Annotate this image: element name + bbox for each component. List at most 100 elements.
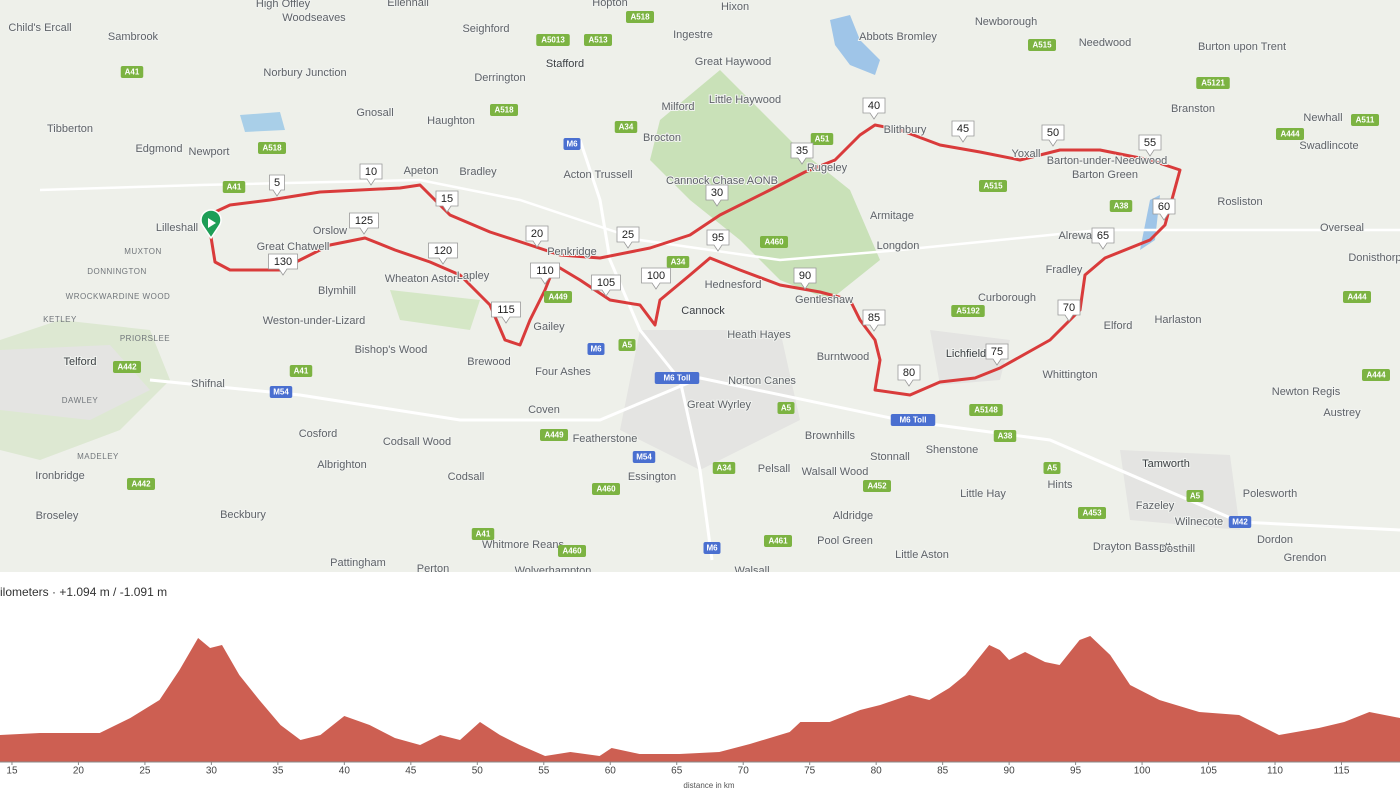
place-label: Shifnal [191, 378, 225, 390]
road-shield [289, 365, 313, 377]
map[interactable]: Child's Ercall Sambrook High Offley Woodsea… [0, 0, 1400, 578]
road-shield [558, 545, 586, 557]
km-marker-label: 30 [711, 187, 723, 199]
km-marker-pin[interactable] [428, 242, 458, 265]
road-shield [222, 181, 246, 193]
place-label: Beckbury [220, 509, 266, 521]
road-label: A444 [1347, 293, 1367, 302]
road-shield [703, 542, 721, 554]
km-marker-pin[interactable] [706, 229, 730, 252]
road-label: A41 [227, 183, 242, 192]
km-marker-pin[interactable] [591, 274, 621, 297]
km-marker-pin[interactable] [793, 267, 817, 290]
x-tick-label: 90 [1004, 766, 1016, 777]
km-marker-pin[interactable] [525, 225, 549, 248]
road-label: A34 [619, 123, 634, 132]
place-label: Cannock [681, 305, 725, 317]
road-shield [544, 291, 572, 303]
place-label: Albrighton [317, 459, 367, 471]
road-label: M6 [566, 140, 578, 149]
km-marker-pin[interactable] [1152, 198, 1176, 221]
km-marker-pin[interactable] [491, 301, 521, 324]
km-marker-pin[interactable] [1041, 124, 1065, 147]
place-label: Brewood [467, 356, 510, 368]
road-shield [258, 142, 286, 154]
km-marker-pin[interactable] [349, 212, 379, 235]
road-shield [1343, 291, 1371, 303]
km-marker-pin[interactable] [435, 190, 459, 213]
km-marker-label: 15 [441, 193, 453, 205]
km-marker-label: 65 [1097, 230, 1109, 242]
place-label: Lilleshall [156, 222, 198, 234]
km-marker-label: 85 [868, 312, 880, 324]
km-marker-pin[interactable] [1138, 134, 1162, 157]
place-label: Woodseaves [282, 12, 346, 24]
km-marker-pin[interactable] [269, 174, 285, 197]
km-marker-pin[interactable] [1057, 299, 1081, 322]
road-label: A460 [562, 547, 582, 556]
place-label: High Offley [256, 0, 311, 10]
road-label: A5121 [1201, 79, 1225, 88]
road-shield [764, 535, 792, 547]
place-label: Ingestre [673, 29, 713, 41]
x-tick-label: 110 [1267, 766, 1283, 777]
place-label: Norbury Junction [263, 67, 346, 79]
km-marker-pin[interactable] [862, 97, 886, 120]
x-tick-label: 60 [605, 766, 617, 777]
km-marker-label: 125 [355, 215, 373, 227]
road-label: M6 [706, 544, 718, 553]
road-label: A5 [1190, 492, 1201, 501]
road-shield [993, 430, 1017, 442]
place-label: Brownhills [805, 430, 856, 442]
place-label: Bradley [459, 166, 497, 178]
road-shield [810, 133, 834, 145]
place-label: Aldridge [833, 510, 873, 522]
road-shield [127, 478, 155, 490]
road-label: A449 [548, 293, 568, 302]
place-label: Walsall Wood [802, 466, 869, 478]
road-label: A511 [1356, 116, 1375, 125]
km-marker-pin[interactable] [790, 142, 814, 165]
km-marker-pin[interactable] [530, 262, 560, 285]
km-marker-pin[interactable] [985, 343, 1009, 366]
place-label: Pool Green [817, 535, 873, 547]
km-marker-label: 5 [274, 177, 280, 189]
place-label: Newport [189, 146, 230, 158]
place-label: Edgmond [135, 143, 182, 155]
road-label: M6 [590, 345, 602, 354]
road-label: A38 [998, 432, 1013, 441]
road-shield [471, 528, 495, 540]
km-marker-pin[interactable] [862, 309, 886, 332]
road-label: A34 [717, 464, 732, 473]
place-label: Harlaston [1154, 314, 1201, 326]
road-shield [120, 66, 144, 78]
km-marker-label: 110 [536, 265, 554, 277]
km-marker-label: 115 [497, 304, 515, 316]
km-marker-pin[interactable] [641, 267, 671, 290]
x-tick-label: 40 [339, 766, 351, 777]
place-label: Gentleshaw [795, 294, 853, 306]
km-marker-pin[interactable] [359, 163, 383, 186]
x-tick-label: 80 [871, 766, 883, 777]
km-marker-pin[interactable] [897, 364, 921, 387]
km-marker-label: 80 [903, 367, 915, 379]
place-label: Grendon [1284, 552, 1327, 564]
km-marker-pin[interactable] [705, 184, 729, 207]
place-label: Abbots Bromley [859, 31, 937, 43]
place-label: Brocton [643, 132, 681, 144]
km-marker-label: 25 [622, 229, 634, 241]
place-label: Tibberton [47, 123, 93, 135]
road-label: M54 [636, 453, 652, 462]
km-marker-pin[interactable] [1091, 227, 1115, 250]
km-marker-pin[interactable] [951, 120, 975, 143]
x-tick-label: 55 [538, 766, 550, 777]
km-marker-pin[interactable] [616, 226, 640, 249]
x-tick-label: 45 [405, 766, 417, 777]
road-label: A41 [476, 530, 491, 539]
place-label: Ellenhall [387, 0, 429, 9]
km-marker-label: 105 [597, 277, 615, 289]
road-label: A515 [1032, 41, 1052, 50]
place-label: Featherstone [573, 433, 638, 445]
road-shield [563, 138, 581, 150]
km-marker-pin[interactable] [268, 253, 298, 276]
